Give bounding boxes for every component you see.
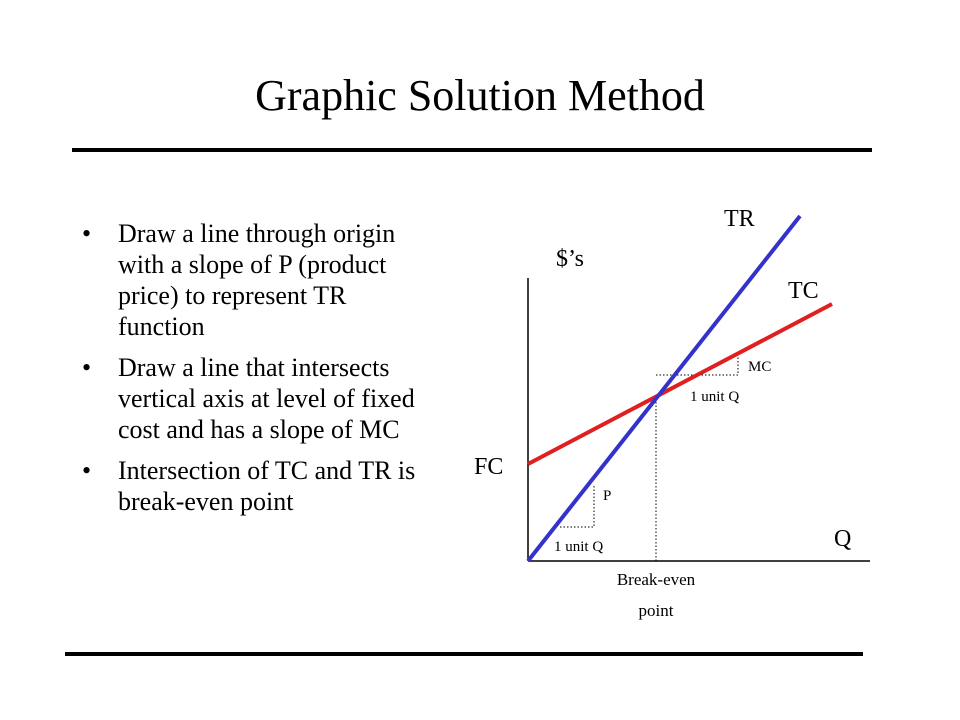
tr-label: TR [724, 206, 755, 232]
bullet-list: • Draw a line through origin with a slop… [82, 218, 422, 527]
unit-q-label-tr: 1 unit Q [554, 539, 603, 555]
bullet-item: • Draw a line through origin with a slop… [82, 218, 422, 342]
bullet-icon: • [82, 353, 92, 382]
title-divider [72, 148, 872, 152]
bullet-item: • Intersection of TC and TR is break-eve… [82, 455, 422, 517]
tr-line [526, 214, 802, 563]
tc-line [527, 302, 833, 466]
tc-label: TC [788, 278, 819, 304]
tr-slope-triangle [560, 485, 595, 528]
footer-divider [65, 652, 863, 656]
slide-title: Graphic Solution Method [255, 71, 705, 120]
y-axis-label: $’s [556, 246, 584, 272]
unit-q-label-tc: 1 unit Q [690, 389, 739, 405]
bullet-icon: • [82, 456, 92, 485]
bullet-text: Draw a line through origin with a slope … [118, 219, 396, 341]
tc-slope-triangle [656, 352, 739, 376]
bullet-text: Intersection of TC and TR is break-even … [118, 456, 416, 516]
breakeven-label-line2: point [639, 601, 674, 620]
bullet-icon: • [82, 219, 92, 248]
breakeven-label-line1: Break-even [617, 570, 696, 589]
bullet-text: Draw a line that intersects vertical axi… [118, 353, 415, 444]
mc-label: MC [748, 359, 771, 375]
bullet-item: • Draw a line that intersects vertical a… [82, 352, 422, 445]
x-axis-label: Q [834, 526, 851, 552]
p-label: P [603, 488, 611, 504]
fc-label: FC [474, 454, 503, 480]
